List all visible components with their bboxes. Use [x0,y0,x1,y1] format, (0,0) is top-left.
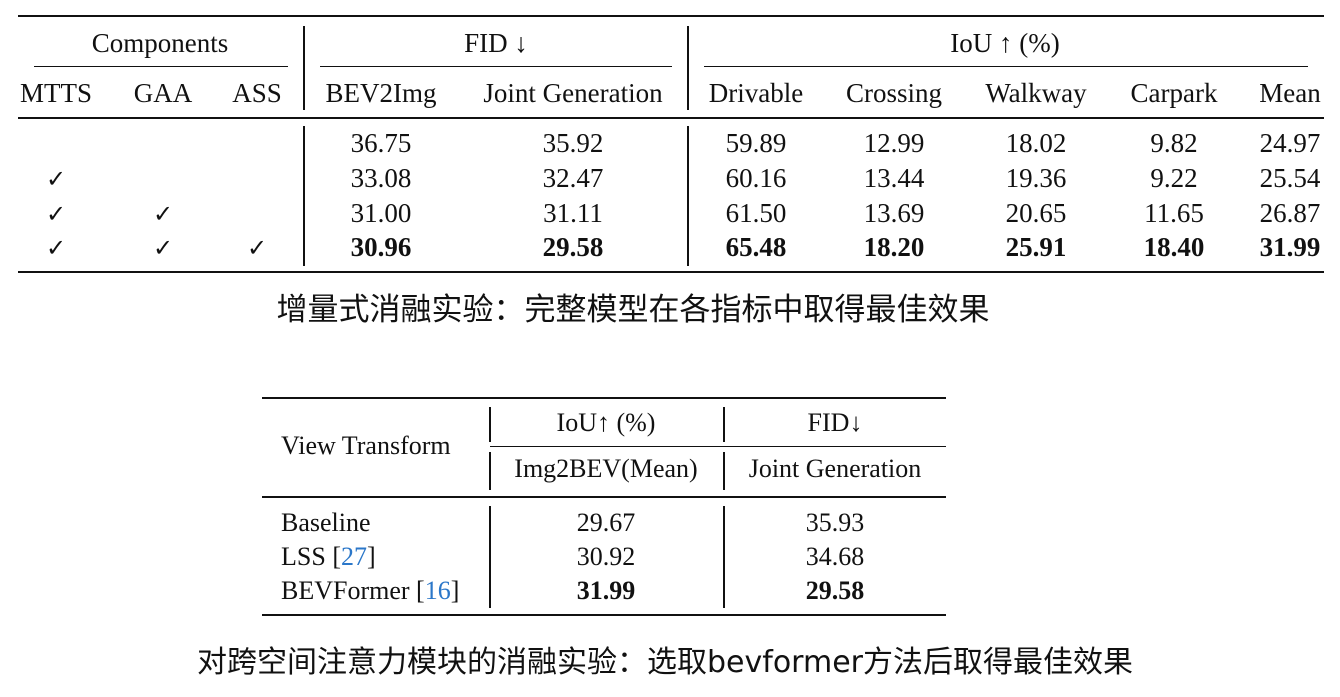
method-label: BEVFormer [281,576,410,605]
group-iou: IoU ↑ (%) [950,28,1060,58]
col-ass: ASS [232,78,282,108]
cell-mean: 24.97 [1259,128,1321,158]
col-carpark: Carpark [1130,78,1218,108]
mid-rule [18,117,1324,119]
cell-walkway: 20.65 [1005,198,1067,228]
cell-drivable: 59.89 [725,128,787,158]
citation-link[interactable]: 16 [424,576,451,605]
header-iou: IoU↑ (%) [556,408,656,437]
cmid-rule-components [34,66,288,68]
cell-drivable: 65.48 [725,232,787,262]
group-components: Components [91,28,229,58]
method-name: Baseline [281,508,371,537]
cell-bev2img: 30.96 [350,232,412,262]
col-separator [723,452,725,490]
cell-bev2img: 31.00 [350,198,412,228]
cell-iou: 30.92 [576,542,636,571]
header-view-transform: View Transform [281,431,451,460]
checkmark-icon: ✓ [45,200,67,228]
subheader-joint-generation: Joint Generation [748,454,922,483]
cmid-rule-iou [704,66,1308,68]
cell-mean: 26.87 [1259,198,1321,228]
cell-carpark: 18.40 [1143,232,1205,262]
cell-fid: 34.68 [805,542,865,571]
cell-crossing: 18.20 [863,232,925,262]
checkmark-icon: ✓ [45,234,67,262]
col-bev2img: BEV2Img [325,78,437,108]
method-label: LSS [281,542,326,571]
col-separator [489,407,491,442]
col-mean: Mean [1259,78,1321,108]
table-caption: 增量式消融实验：完整模型在各指标中取得最佳效果 [276,292,990,328]
col-joint-generation: Joint Generation [483,78,663,108]
col-separator [723,407,725,442]
cell-carpark: 9.22 [1150,163,1198,193]
cell-mean: 25.54 [1259,163,1321,193]
cmid-rule [490,446,946,448]
col-separator [687,26,689,110]
col-drivable: Drivable [708,78,804,108]
col-separator [489,506,491,608]
method-name: BEVFormer [16] [281,576,460,605]
cmid-rule-fid [320,66,672,68]
cell-joint-generation: 35.92 [542,128,604,158]
cell-crossing: 12.99 [863,128,925,158]
checkmark-icon: ✓ [152,200,174,228]
cell-bev2img: 36.75 [350,128,412,158]
cell-walkway: 25.91 [1005,232,1067,262]
col-mtts: MTTS [19,78,93,108]
col-separator [723,506,725,608]
checkmark-icon: ✓ [152,234,174,262]
col-separator [687,126,689,266]
checkmark-icon: ✓ [246,234,268,262]
top-rule [18,15,1324,17]
subheader-img2bev: Img2BEV(Mean) [514,454,698,483]
top-rule [262,397,946,399]
cell-crossing: 13.44 [863,163,925,193]
cell-carpark: 11.65 [1144,198,1204,228]
cell-crossing: 13.69 [863,198,925,228]
cell-iou: 29.67 [576,508,636,537]
checkmark-icon: ✓ [45,165,67,193]
cell-walkway: 18.02 [1005,128,1067,158]
col-separator [303,26,305,110]
group-fid: FID ↓ [464,28,528,58]
bottom-rule [18,271,1324,273]
col-separator [489,452,491,490]
cell-iou: 31.99 [576,576,636,605]
table-caption: 对跨空间注意力模块的消融实验：选取bevformer方法后取得最佳效果 [197,645,1133,680]
cell-fid: 35.93 [805,508,865,537]
cell-mean: 31.99 [1259,232,1321,262]
cell-fid: 29.58 [805,576,865,605]
col-crossing: Crossing [845,78,943,108]
cell-carpark: 9.82 [1150,128,1198,158]
mid-rule [262,496,946,498]
col-walkway: Walkway [985,78,1087,108]
cell-joint-generation: 29.58 [542,232,604,262]
cell-drivable: 60.16 [725,163,787,193]
col-separator [303,126,305,266]
bottom-rule [262,614,946,616]
cell-bev2img: 33.08 [350,163,412,193]
col-gaa: GAA [133,78,193,108]
header-fid: FID↓ [807,408,863,437]
method-name: LSS [27] [281,542,376,571]
cell-walkway: 19.36 [1005,163,1067,193]
cell-joint-generation: 32.47 [542,163,604,193]
citation-link[interactable]: 27 [340,542,367,571]
cell-drivable: 61.50 [725,198,787,228]
cell-joint-generation: 31.11 [543,198,603,228]
